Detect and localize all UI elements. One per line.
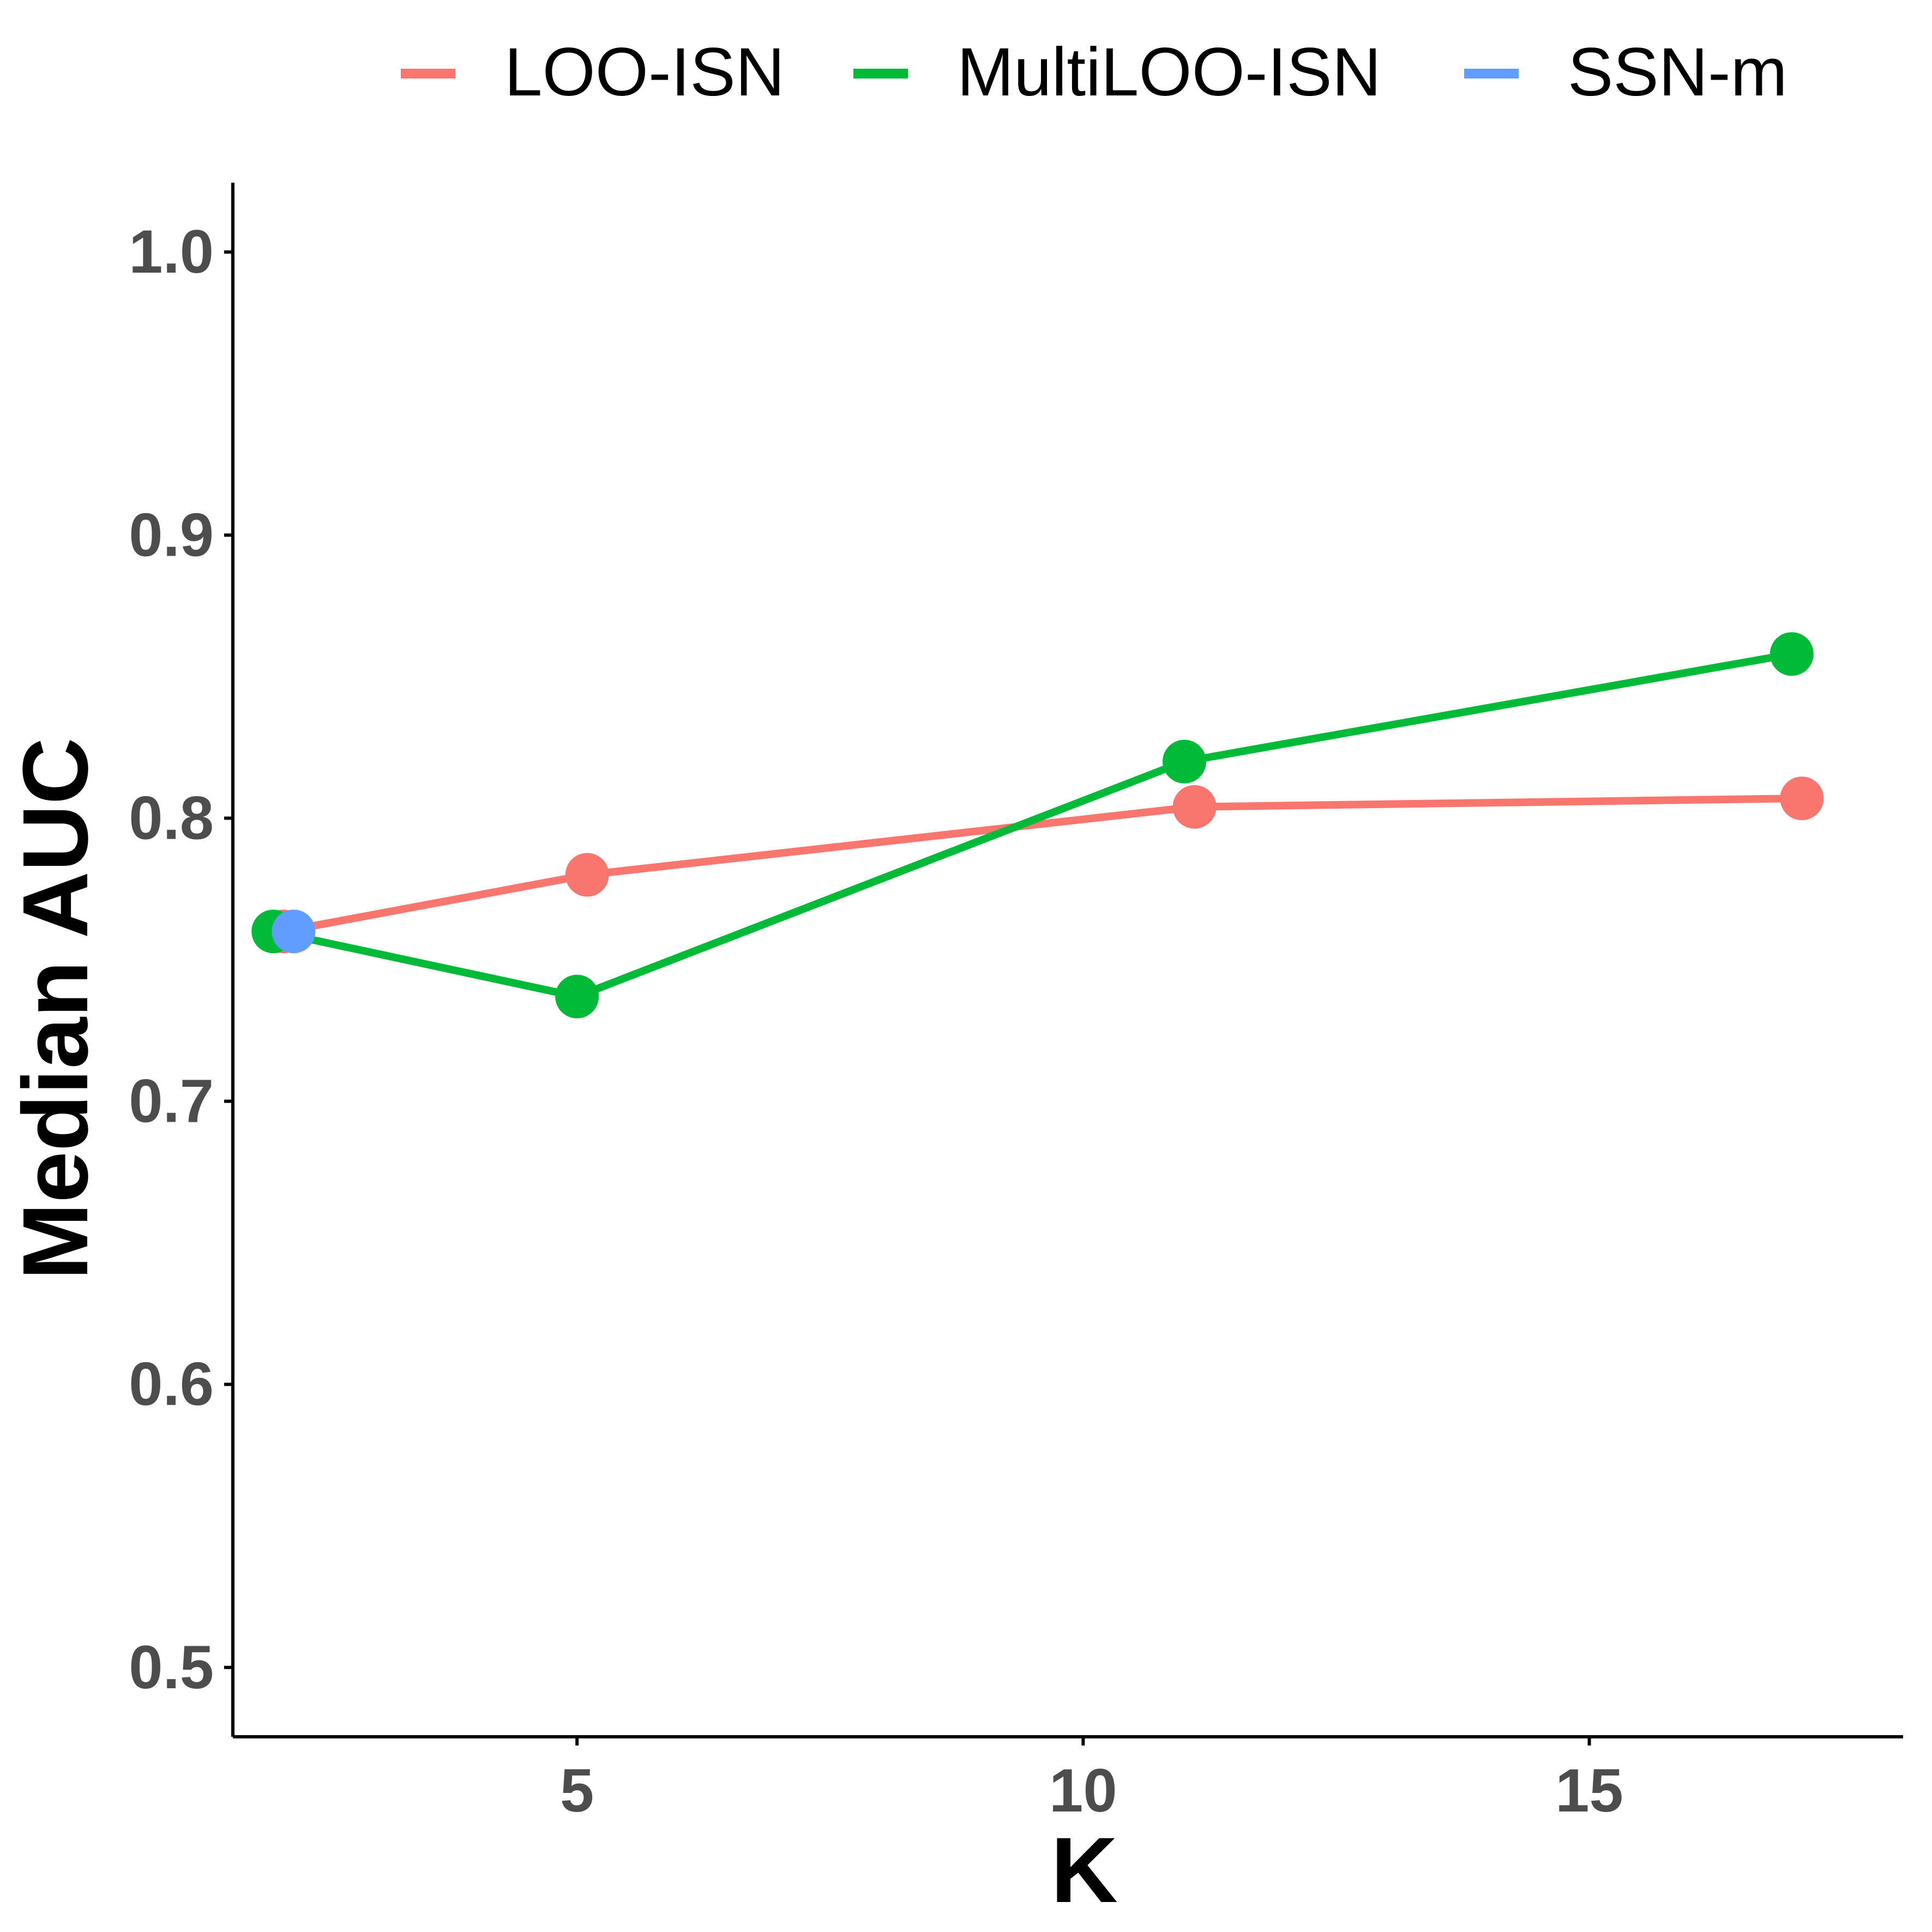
data-point: [1770, 632, 1814, 676]
legend-label: MultiLOO-ISN: [957, 34, 1381, 110]
plot-area: [251, 632, 1824, 1019]
y-tick-label: 0.6: [129, 1350, 214, 1418]
legend: LOO-ISN MultiLOO-ISN SSN-m: [401, 34, 1787, 110]
data-point: [565, 853, 609, 897]
data-point: [1162, 739, 1206, 784]
legend-label: SSN-m: [1568, 34, 1787, 110]
data-point: [1172, 785, 1217, 829]
legend-item: SSN-m: [1464, 34, 1787, 110]
y-axis-ticks: 0.5 0.6 0.7 0.8 0.9 1.0: [129, 218, 233, 1701]
y-axis-title: Median AUC: [4, 738, 107, 1280]
axes: 0.5 0.6 0.7 0.8 0.9 1.0 5 10 15: [129, 183, 1903, 1825]
series-line: [282, 795, 1802, 935]
data-point: [272, 910, 316, 954]
y-tick-label: 0.7: [129, 1067, 214, 1135]
x-tick-label: 10: [1049, 1756, 1117, 1825]
legend-item: MultiLOO-ISN: [853, 34, 1381, 110]
y-tick-label: 0.8: [129, 784, 214, 852]
x-tick-label: 15: [1555, 1756, 1623, 1825]
series-line: [272, 650, 1793, 1001]
data-point: [1780, 777, 1824, 821]
series-loo-isn: [261, 777, 1824, 954]
x-axis-title: K: [1051, 1819, 1118, 1922]
legend-label: LOO-ISN: [504, 34, 785, 110]
y-tick-label: 1.0: [129, 218, 214, 286]
x-axis-ticks: 5 10 15: [560, 1737, 1623, 1825]
data-point: [555, 974, 599, 1019]
x-tick-label: 5: [560, 1756, 594, 1825]
series-multiloo-isn: [251, 632, 1814, 1019]
y-tick-label: 0.9: [129, 501, 214, 569]
legend-item: LOO-ISN: [401, 34, 785, 110]
series-ssn-m: [272, 910, 316, 954]
y-tick-label: 0.5: [129, 1633, 214, 1701]
